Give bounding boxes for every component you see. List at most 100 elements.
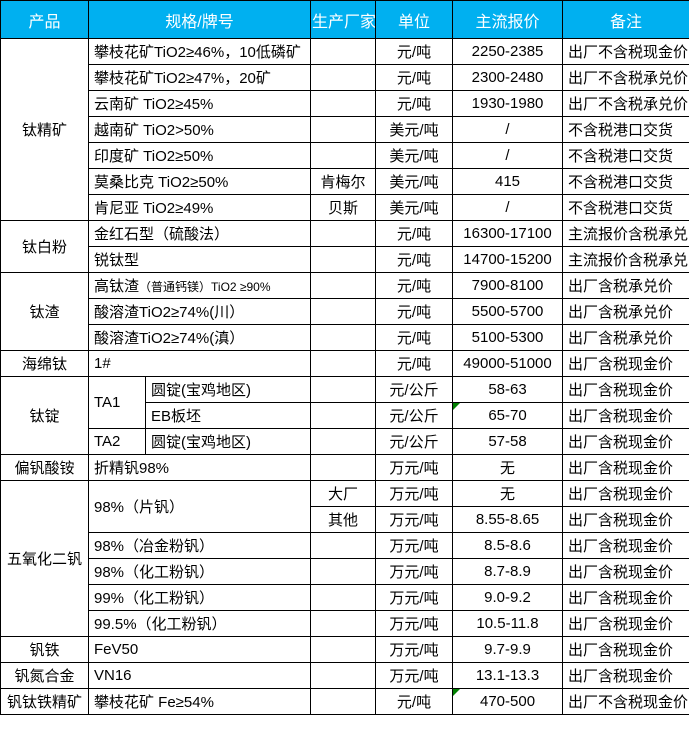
- column-header: 单位: [375, 0, 454, 39]
- cell-text: 美元/吨: [389, 148, 439, 165]
- cell-text: 锐钛型: [94, 252, 140, 269]
- column-header: 规格/牌号: [87, 0, 312, 39]
- price-cell: /: [452, 116, 564, 143]
- unit-cell: 元/吨: [375, 90, 454, 117]
- cell-text: 不含税港口交货: [568, 148, 674, 165]
- spec-cell: 99%（化工粉钒）: [87, 584, 312, 611]
- cell-text: 2250-2385: [471, 43, 544, 60]
- note-cell: 不含税港口交货: [562, 194, 689, 221]
- cell-text: 钛渣: [29, 304, 60, 321]
- cell-text: 元/吨: [396, 70, 432, 87]
- table-row: 肯尼亚 TiO2≥49% 贝斯 美元/吨 / 不含税港口交货: [1, 194, 689, 221]
- cell-text: 元/公斤: [389, 408, 439, 425]
- cell-text: 出厂不含税承兑价: [568, 70, 689, 87]
- note-cell: 不含税港口交货: [562, 116, 689, 143]
- unit-cell: 元/吨: [375, 246, 454, 273]
- unit-cell: 万元/吨: [375, 636, 454, 663]
- cell-text: 万元/吨: [389, 642, 439, 659]
- table-row: 98%（化工粉钒） 万元/吨 8.7-8.9 出厂含税现金价: [1, 558, 689, 585]
- price-cell: 无: [452, 454, 564, 481]
- maker-cell: [310, 532, 377, 559]
- table-row: 钛白粉 金红石型（硫酸法） 元/吨 16300-17100 主流报价含税承兑: [0, 220, 689, 273]
- product-cell: 钛白粉: [0, 220, 89, 273]
- product-cell: 钒钛铁精矿: [0, 688, 89, 715]
- cell-text: 58-63: [488, 381, 527, 398]
- cell-text: 8.5-8.6: [484, 537, 531, 554]
- unit-cell: 元/吨: [375, 324, 454, 351]
- table-row: 钛渣 高钛渣（普通钙镁）TiO2 ≥90% 元/吨 7900-8100 出厂含税承兑价: [0, 272, 689, 351]
- price-cell: 57-58: [452, 428, 564, 455]
- spec-cell: FeV50: [87, 636, 312, 663]
- unit-cell: 万元/吨: [375, 558, 454, 585]
- cell-text: 出厂不含税现金价: [568, 694, 689, 711]
- note-cell: 出厂含税现金价: [562, 610, 689, 637]
- cell-text: 出厂含税现金价: [568, 616, 674, 633]
- cell-text: 肯尼亚 TiO2≥49%: [94, 200, 214, 217]
- spec-cell: 云南矿 TiO2≥45%: [87, 90, 312, 117]
- unit-cell: 元/公斤: [375, 402, 454, 429]
- cell-text: 大厂: [328, 486, 359, 503]
- unit-cell: 万元/吨: [375, 506, 454, 533]
- price-cell: 16300-17100: [452, 220, 564, 247]
- cell-text: 49000-51000: [463, 355, 552, 372]
- price-cell: 470-500: [452, 688, 564, 715]
- cell-text: 不含税港口交货: [568, 174, 674, 191]
- cell-text: 出厂含税现金价: [568, 356, 674, 373]
- cell-text: 攀枝花矿 Fe≥54%: [94, 694, 214, 711]
- spec-cell: 越南矿 TiO2>50%: [87, 116, 312, 143]
- unit-cell: 万元/吨: [375, 584, 454, 611]
- note-cell: 出厂不含税承兑价: [562, 90, 689, 117]
- cell-text: 折精钒98%: [94, 460, 170, 477]
- note-cell: 出厂含税现金价: [562, 402, 689, 429]
- maker-cell: [310, 584, 377, 611]
- unit-cell: 万元/吨: [375, 480, 454, 507]
- cell-text: 98%（片钒）: [94, 499, 185, 516]
- note-cell: 出厂含税现金价: [562, 480, 689, 507]
- cell-text: 99%（化工粉钒）: [94, 590, 215, 607]
- spec-cell: 98%（片钒）: [87, 480, 312, 533]
- table-row: 海绵钛 1# 元/吨 49000-51000 出厂含税现金价: [0, 350, 689, 377]
- cell-text: 钒氮合金: [14, 668, 75, 685]
- maker-cell: [310, 246, 377, 273]
- unit-cell: 元/吨: [375, 350, 454, 377]
- maker-cell: [310, 376, 377, 403]
- spec-cell: 莫桑比克 TiO2≥50%: [87, 168, 312, 195]
- cell-text: 出厂含税现金价: [568, 460, 674, 477]
- cell-text: 出厂含税现金价: [568, 564, 674, 581]
- maker-cell: [310, 402, 377, 429]
- maker-cell: 肯梅尔: [310, 168, 377, 195]
- cell-text: 越南矿 TiO2>50%: [94, 122, 214, 139]
- maker-cell: [310, 558, 377, 585]
- cell-text: 9.0-9.2: [484, 589, 531, 606]
- spec-cell: 攀枝花矿TiO2≥47%，20矿: [87, 64, 312, 91]
- spec-cell: 98%（化工粉钒）: [87, 558, 312, 585]
- spec-cell: 1#: [87, 350, 312, 377]
- cell-text: EB板坯: [151, 408, 202, 425]
- price-cell: 65-70: [452, 402, 564, 429]
- cell-text: 五氧化二钒: [6, 551, 82, 568]
- maker-cell: [310, 142, 377, 169]
- cell-text: 攀枝花矿TiO2≥47%，20矿: [94, 70, 271, 87]
- maker-cell: 其他: [310, 506, 377, 533]
- cell-text: 不含税港口交货: [568, 200, 674, 217]
- cell-text: 圆锭(宝鸡地区): [151, 434, 251, 451]
- note-cell: 出厂含税现金价: [562, 662, 689, 689]
- cell-text: 出厂含税现金价: [568, 512, 674, 529]
- maker-cell: [310, 220, 377, 247]
- maker-cell: [310, 64, 377, 91]
- cell-text: 圆锭(宝鸡地区): [151, 382, 251, 399]
- unit-cell: 元/吨: [375, 38, 454, 65]
- price-cell: 2300-2480: [452, 64, 564, 91]
- cell-text: 13.1-13.3: [475, 667, 540, 684]
- note-cell: 出厂含税现金价: [562, 350, 689, 377]
- table-row: TA2 圆锭(宝鸡地区) 元/公斤 57-58 出厂含税现金价: [1, 428, 689, 455]
- table-row: 99.5%（化工粉钒） 万元/吨 10.5-11.8 出厂含税现金价: [1, 610, 689, 637]
- note-cell: 出厂含税现金价: [562, 376, 689, 403]
- cell-text: 钛精矿: [21, 122, 67, 139]
- note-cell: 出厂含税现金价: [562, 532, 689, 559]
- product-cell: 海绵钛: [0, 350, 89, 377]
- cell-text: 98%（冶金粉钒）: [94, 538, 215, 555]
- cell-text-small: （普通钙镁）TiO2 ≥90%: [139, 280, 271, 294]
- cell-text: 5100-5300: [471, 329, 544, 346]
- spec-cell: 高钛渣（普通钙镁）TiO2 ≥90%: [87, 272, 312, 299]
